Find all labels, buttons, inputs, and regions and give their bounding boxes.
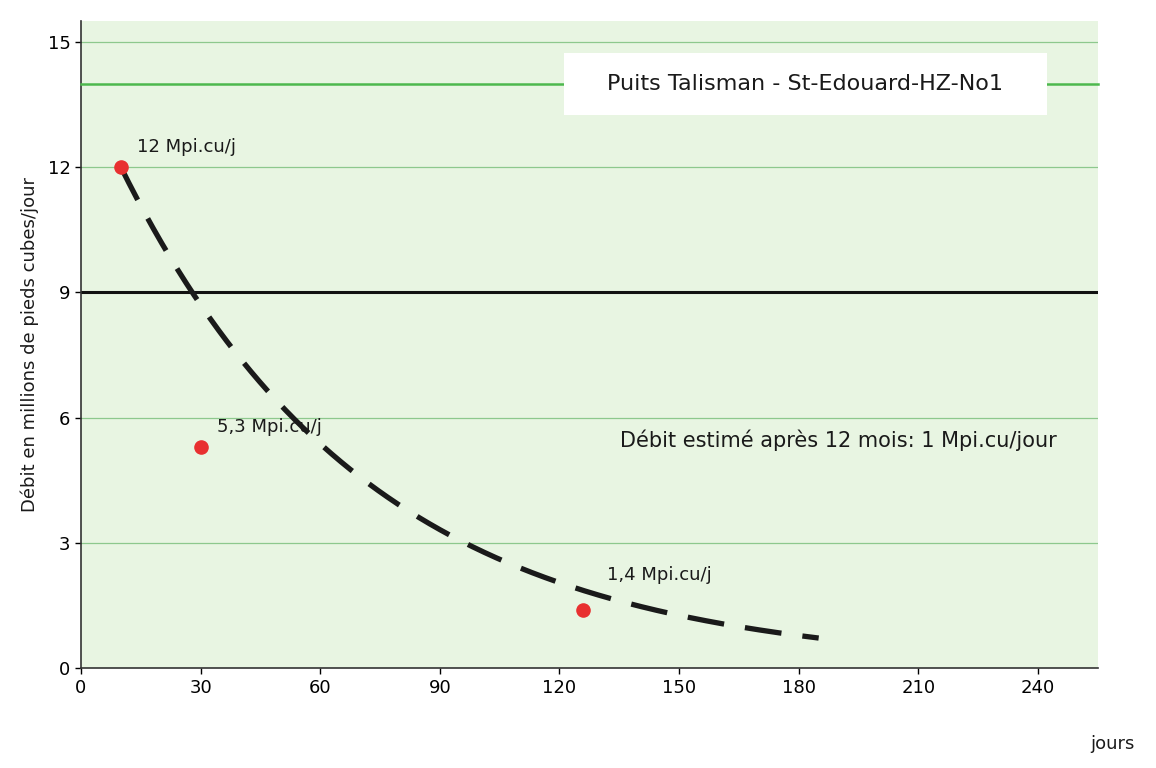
FancyBboxPatch shape (564, 53, 1047, 114)
Text: 5,3 Mpi.cu/j: 5,3 Mpi.cu/j (216, 418, 321, 436)
Text: jours: jours (1090, 735, 1134, 753)
Point (112, 161, 131, 173)
Text: Puits Talisman - St-Edouard-HZ-No1: Puits Talisman - St-Edouard-HZ-No1 (607, 74, 1003, 94)
Point (575, 604, 593, 616)
Text: 1,4 Mpi.cu/j: 1,4 Mpi.cu/j (607, 567, 712, 584)
Y-axis label: Débit en millions de pieds cubes/jour: Débit en millions de pieds cubes/jour (21, 177, 39, 512)
Text: 12 Mpi.cu/j: 12 Mpi.cu/j (136, 138, 236, 157)
Point (192, 441, 210, 453)
Text: Débit estimé après 12 mois: 1 Mpi.cu/jour: Débit estimé après 12 mois: 1 Mpi.cu/jou… (621, 429, 1057, 451)
